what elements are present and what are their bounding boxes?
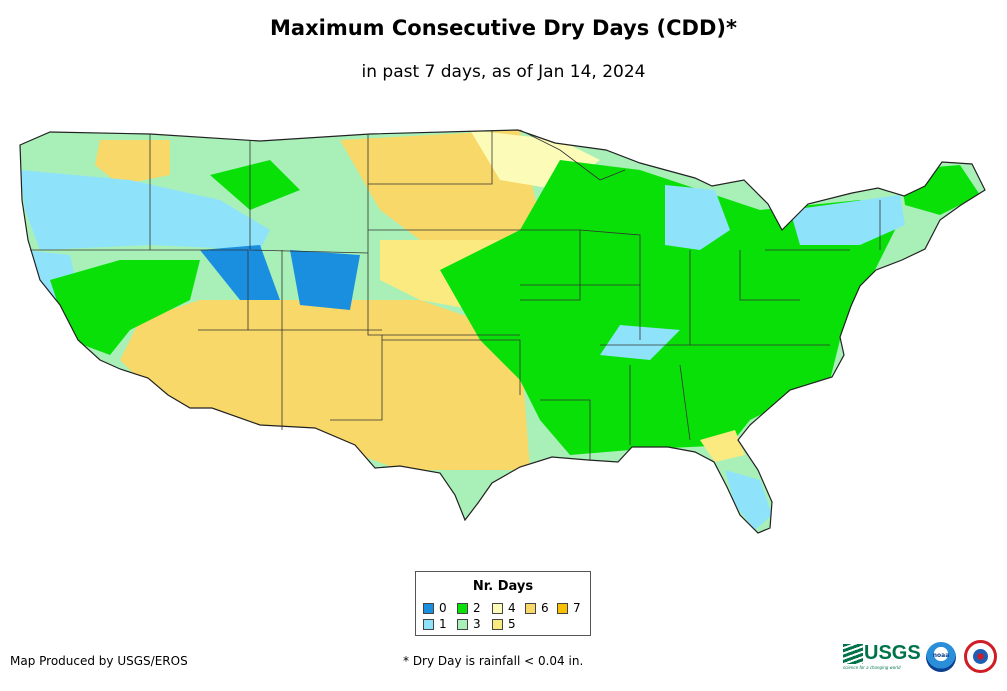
legend-label-6: 6: [541, 601, 549, 615]
border-ok-tx: [382, 339, 521, 395]
border-la-ms: [540, 399, 591, 460]
legend-title: Nr. Days: [472, 579, 534, 594]
credit-text: Map Produced by USGS/EROS: [10, 654, 188, 668]
border-plains-west: [367, 134, 520, 336]
legend-label-4: 4: [508, 601, 516, 615]
region-zero-day-colorado: [290, 250, 360, 310]
noaa-logo: noaa: [926, 642, 956, 672]
legend-swatch-0: [423, 603, 434, 614]
border-great-lakes: [519, 129, 626, 181]
usgs-logo: USGS science for a changing world: [843, 642, 921, 670]
region-two-day-california: [50, 260, 200, 355]
region-six-day-southwest: [120, 300, 530, 470]
region-two-day-montana: [210, 160, 300, 210]
footnote-text: * Dry Day is rainfall < 0.04 in.: [403, 654, 584, 668]
region-six-day-washington: [95, 140, 170, 185]
border-al-ga: [679, 364, 691, 441]
region-one-day-michigan: [665, 185, 730, 250]
region-five-day-georgia-coast: [700, 430, 745, 462]
legend-label-3: 3: [473, 617, 481, 631]
border-oh-wv: [739, 250, 800, 301]
legend: Nr. Days 0 1 2 3 4 5 6 7: [415, 571, 591, 636]
legend-swatch-7: [557, 603, 568, 614]
legend-swatch-5: [492, 619, 503, 630]
usgs-wave-icon: [843, 644, 863, 664]
legend-label-0: 0: [439, 601, 447, 615]
map-subtitle: in past 7 days, as of Jan 14, 2024: [361, 62, 646, 82]
border-nm-tx: [330, 335, 383, 421]
legend-label-1: 1: [439, 617, 447, 631]
legend-label-7: 7: [573, 601, 581, 615]
region-one-day-northeast: [790, 195, 905, 245]
noaa-logo-text: noaa: [932, 652, 950, 659]
usgs-logo-text: USGS: [864, 642, 921, 664]
nws-emblem-icon: [973, 649, 988, 664]
legend-label-5: 5: [508, 617, 516, 631]
region-one-day-florida: [725, 470, 772, 530]
border-nd-sd: [368, 130, 493, 185]
usgs-tagline: science for a changing world: [843, 665, 901, 670]
legend-swatch-4: [492, 603, 503, 614]
legend-swatch-2: [457, 603, 468, 614]
region-two-day-east: [440, 160, 900, 455]
border-ia-mo: [500, 229, 581, 301]
legend-label-2: 2: [473, 601, 481, 615]
region-one-day-northwest: [20, 170, 270, 250]
legend-swatch-3: [457, 619, 468, 630]
legend-swatch-6: [525, 603, 536, 614]
border-mt-wy: [249, 141, 369, 254]
map-title: Maximum Consecutive Dry Days (CDD)*: [270, 16, 737, 40]
state-borders: [30, 129, 881, 460]
nws-logo: [964, 640, 997, 673]
us-outline: [19, 129, 986, 534]
border-or-ca-id-nv: [30, 249, 249, 330]
border-il-in: [579, 229, 641, 340]
legend-swatch-1: [423, 619, 434, 630]
region-zero-day-utah: [200, 245, 280, 300]
region-one-day-tennessee: [600, 325, 680, 360]
